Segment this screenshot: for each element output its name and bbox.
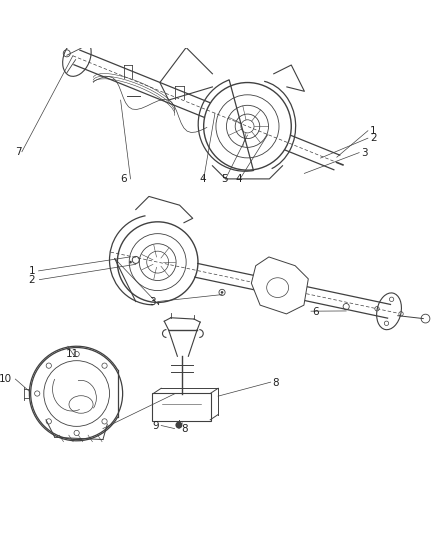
Text: 6: 6 [313, 307, 319, 317]
Text: 7: 7 [15, 147, 22, 157]
Circle shape [175, 422, 182, 429]
Circle shape [129, 261, 132, 263]
Text: 2: 2 [28, 274, 35, 285]
Text: 2: 2 [370, 133, 377, 143]
Text: 3: 3 [149, 297, 155, 308]
Text: 4: 4 [235, 174, 242, 184]
Text: 8: 8 [272, 377, 279, 387]
Text: 5: 5 [221, 174, 228, 184]
Text: 11: 11 [66, 349, 79, 359]
Text: 1: 1 [28, 266, 35, 276]
Text: 8: 8 [181, 424, 188, 434]
Text: 3: 3 [361, 149, 368, 158]
Circle shape [221, 291, 223, 294]
Text: 4: 4 [199, 174, 206, 184]
Text: 10: 10 [0, 374, 12, 384]
Polygon shape [251, 257, 308, 314]
Text: 6: 6 [120, 174, 127, 184]
Text: 9: 9 [152, 422, 159, 431]
Text: 1: 1 [370, 126, 377, 136]
